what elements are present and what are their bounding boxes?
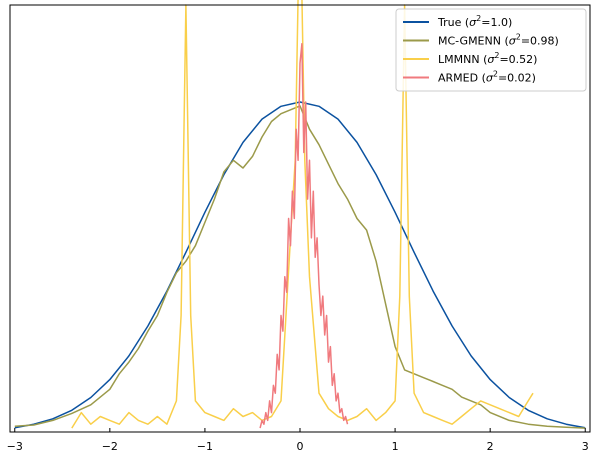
x-tick-label: −1 [197,440,213,453]
x-tick-label: −2 [102,440,118,453]
series-line-lmmnn [71,0,534,429]
legend-label-true: True (σ2=1.0) [437,14,512,29]
legend-box [395,8,587,92]
legend-label-armed: ARMED (σ2=0.02) [438,70,536,85]
x-tick-label: 1 [392,440,399,453]
x-tick-label: 3 [582,440,589,453]
legend-label-lmmnn: LMMNN (σ2=0.52) [438,51,537,66]
x-tick-label: 0 [297,440,304,453]
legend-label-mcgmenn: MC-GMENN (σ2=0.98) [438,33,559,48]
x-tick-label: 2 [487,440,494,453]
series-lines [14,0,586,429]
x-axis: −3 −2 −1 0 1 2 3 [7,428,589,453]
x-tick-label: −3 [7,440,23,453]
series-line-true [14,101,586,429]
legend: True (σ2=1.0) MC-GMENN (σ2=0.98) LMMNN (σ2… [395,8,587,92]
series-line-armed [259,43,349,429]
series-line-mcgmenn [14,105,586,429]
